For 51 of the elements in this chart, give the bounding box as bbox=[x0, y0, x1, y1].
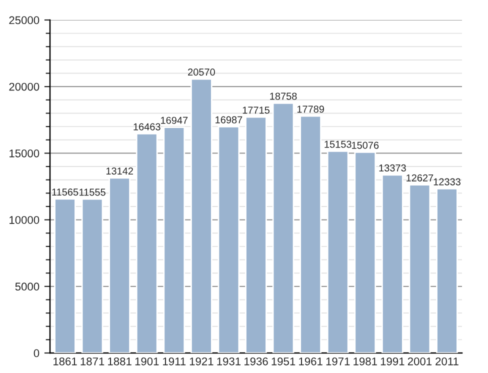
y-tick-label: 10000 bbox=[10, 216, 40, 224]
data-label: 17789 bbox=[297, 106, 324, 113]
data-label: 16947 bbox=[161, 116, 188, 124]
bar bbox=[190, 78, 212, 353]
data-label: 16463 bbox=[134, 123, 160, 130]
bar bbox=[272, 102, 294, 353]
data-label: 17715 bbox=[242, 106, 270, 114]
bar bbox=[218, 126, 240, 353]
bar bbox=[408, 184, 431, 353]
bar bbox=[136, 133, 158, 353]
data-label: 15153 bbox=[324, 140, 352, 148]
x-tick-label: 1861 bbox=[53, 357, 77, 366]
bar bbox=[326, 150, 349, 353]
data-label: 13142 bbox=[106, 168, 133, 175]
x-tick-label: 1981 bbox=[354, 357, 377, 366]
x-tick-label: 1881 bbox=[108, 357, 132, 366]
bar bbox=[300, 115, 322, 353]
data-label: 15076 bbox=[352, 142, 379, 149]
data-label: 11565 bbox=[52, 188, 78, 196]
y-tick-label: 25000 bbox=[9, 16, 40, 24]
x-tick-label: 1931 bbox=[217, 357, 241, 366]
x-tick-label: 1871 bbox=[80, 357, 104, 366]
x-tick-label: 1936 bbox=[244, 357, 268, 366]
bar bbox=[108, 177, 131, 353]
y-tick-label: 5000 bbox=[15, 282, 40, 291]
data-label: 11555 bbox=[80, 188, 106, 196]
x-tick-label: 1991 bbox=[380, 357, 404, 366]
x-tick-label: 2011 bbox=[436, 357, 458, 366]
bar bbox=[381, 174, 404, 353]
bar bbox=[54, 198, 76, 353]
y-tick-label: 0 bbox=[34, 349, 40, 358]
data-label: 12627 bbox=[406, 174, 434, 182]
x-tick-label: 1901 bbox=[135, 357, 159, 366]
bar bbox=[354, 151, 376, 353]
bar bbox=[81, 198, 104, 353]
x-tick-label: 1951 bbox=[272, 357, 296, 366]
bar bbox=[245, 116, 267, 353]
bar bbox=[436, 188, 458, 353]
data-label: 20570 bbox=[188, 68, 215, 76]
data-label: 12333 bbox=[434, 178, 460, 186]
x-tick-label: 1921 bbox=[190, 357, 214, 366]
x-tick-label: 2001 bbox=[408, 357, 432, 366]
data-label: 16987 bbox=[216, 116, 242, 124]
bar bbox=[163, 126, 186, 353]
x-tick-label: 1911 bbox=[163, 357, 186, 366]
data-label: 18758 bbox=[270, 92, 297, 100]
y-tick-label: 20000 bbox=[9, 82, 40, 91]
y-tick-label: 15000 bbox=[10, 149, 40, 158]
x-tick-label: 1961 bbox=[299, 357, 322, 366]
data-label: 13373 bbox=[379, 164, 406, 172]
x-tick-label: 1971 bbox=[326, 357, 350, 366]
